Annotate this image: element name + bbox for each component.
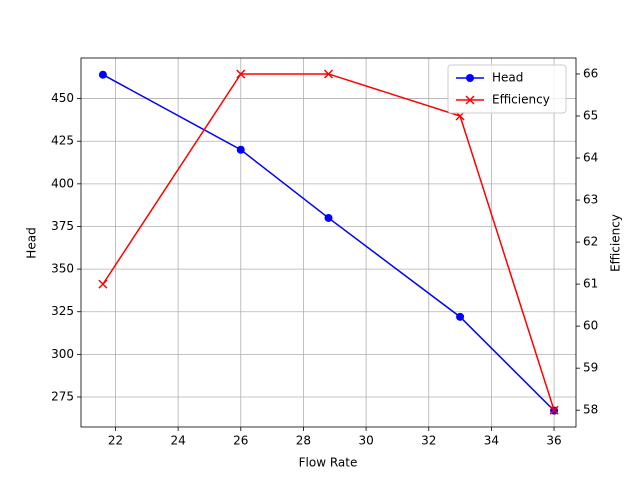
x-tick-label: 26	[233, 434, 248, 448]
plot-frame	[80, 57, 577, 428]
y-tick-label: 425	[51, 134, 74, 148]
y2-tick-label: 61	[583, 277, 598, 291]
legend-label: Efficiency	[492, 93, 550, 107]
y2-tick-label: 62	[583, 235, 598, 249]
point	[456, 312, 465, 321]
y-tick-label: 350	[51, 262, 74, 276]
y-tick-label: 450	[51, 91, 74, 105]
y2-tick-label: 66	[583, 66, 598, 80]
legend-box	[447, 64, 567, 114]
x-tick-label: 34	[484, 434, 499, 448]
y-axis-label: Head	[25, 227, 39, 258]
x-tick-label: 30	[358, 434, 373, 448]
legend-label: Head	[492, 71, 523, 85]
y2-tick-label: 58	[583, 403, 598, 417]
y2-tick-label: 65	[583, 108, 598, 122]
y2-tick-label: 64	[583, 151, 598, 165]
x-axis-label: Flow Rate	[299, 456, 358, 470]
y-tick-label: 275	[51, 389, 74, 403]
x-tick-label: 28	[296, 434, 311, 448]
x-tick-label: 22	[108, 434, 123, 448]
y2-tick-label: 63	[583, 193, 598, 207]
x-tick-label: 36	[546, 434, 561, 448]
point	[324, 213, 333, 222]
y-tick-label: 375	[51, 219, 74, 233]
legend-marker	[465, 95, 475, 105]
y-tick-label: 400	[51, 176, 74, 190]
point	[236, 69, 246, 79]
x-tick-label: 32	[421, 434, 436, 448]
point	[98, 279, 108, 289]
y2-axis-label: Efficiency	[609, 214, 623, 272]
point	[549, 405, 559, 415]
y-tick-label: 300	[51, 347, 74, 361]
point	[323, 69, 334, 79]
y2-tick-label: 59	[583, 361, 598, 375]
y-tick-label: 325	[51, 304, 74, 318]
point	[236, 145, 245, 154]
y2-tick-label: 60	[583, 319, 598, 333]
x-tick-label: 24	[170, 434, 185, 448]
legend-marker	[466, 74, 474, 82]
point	[98, 70, 107, 79]
